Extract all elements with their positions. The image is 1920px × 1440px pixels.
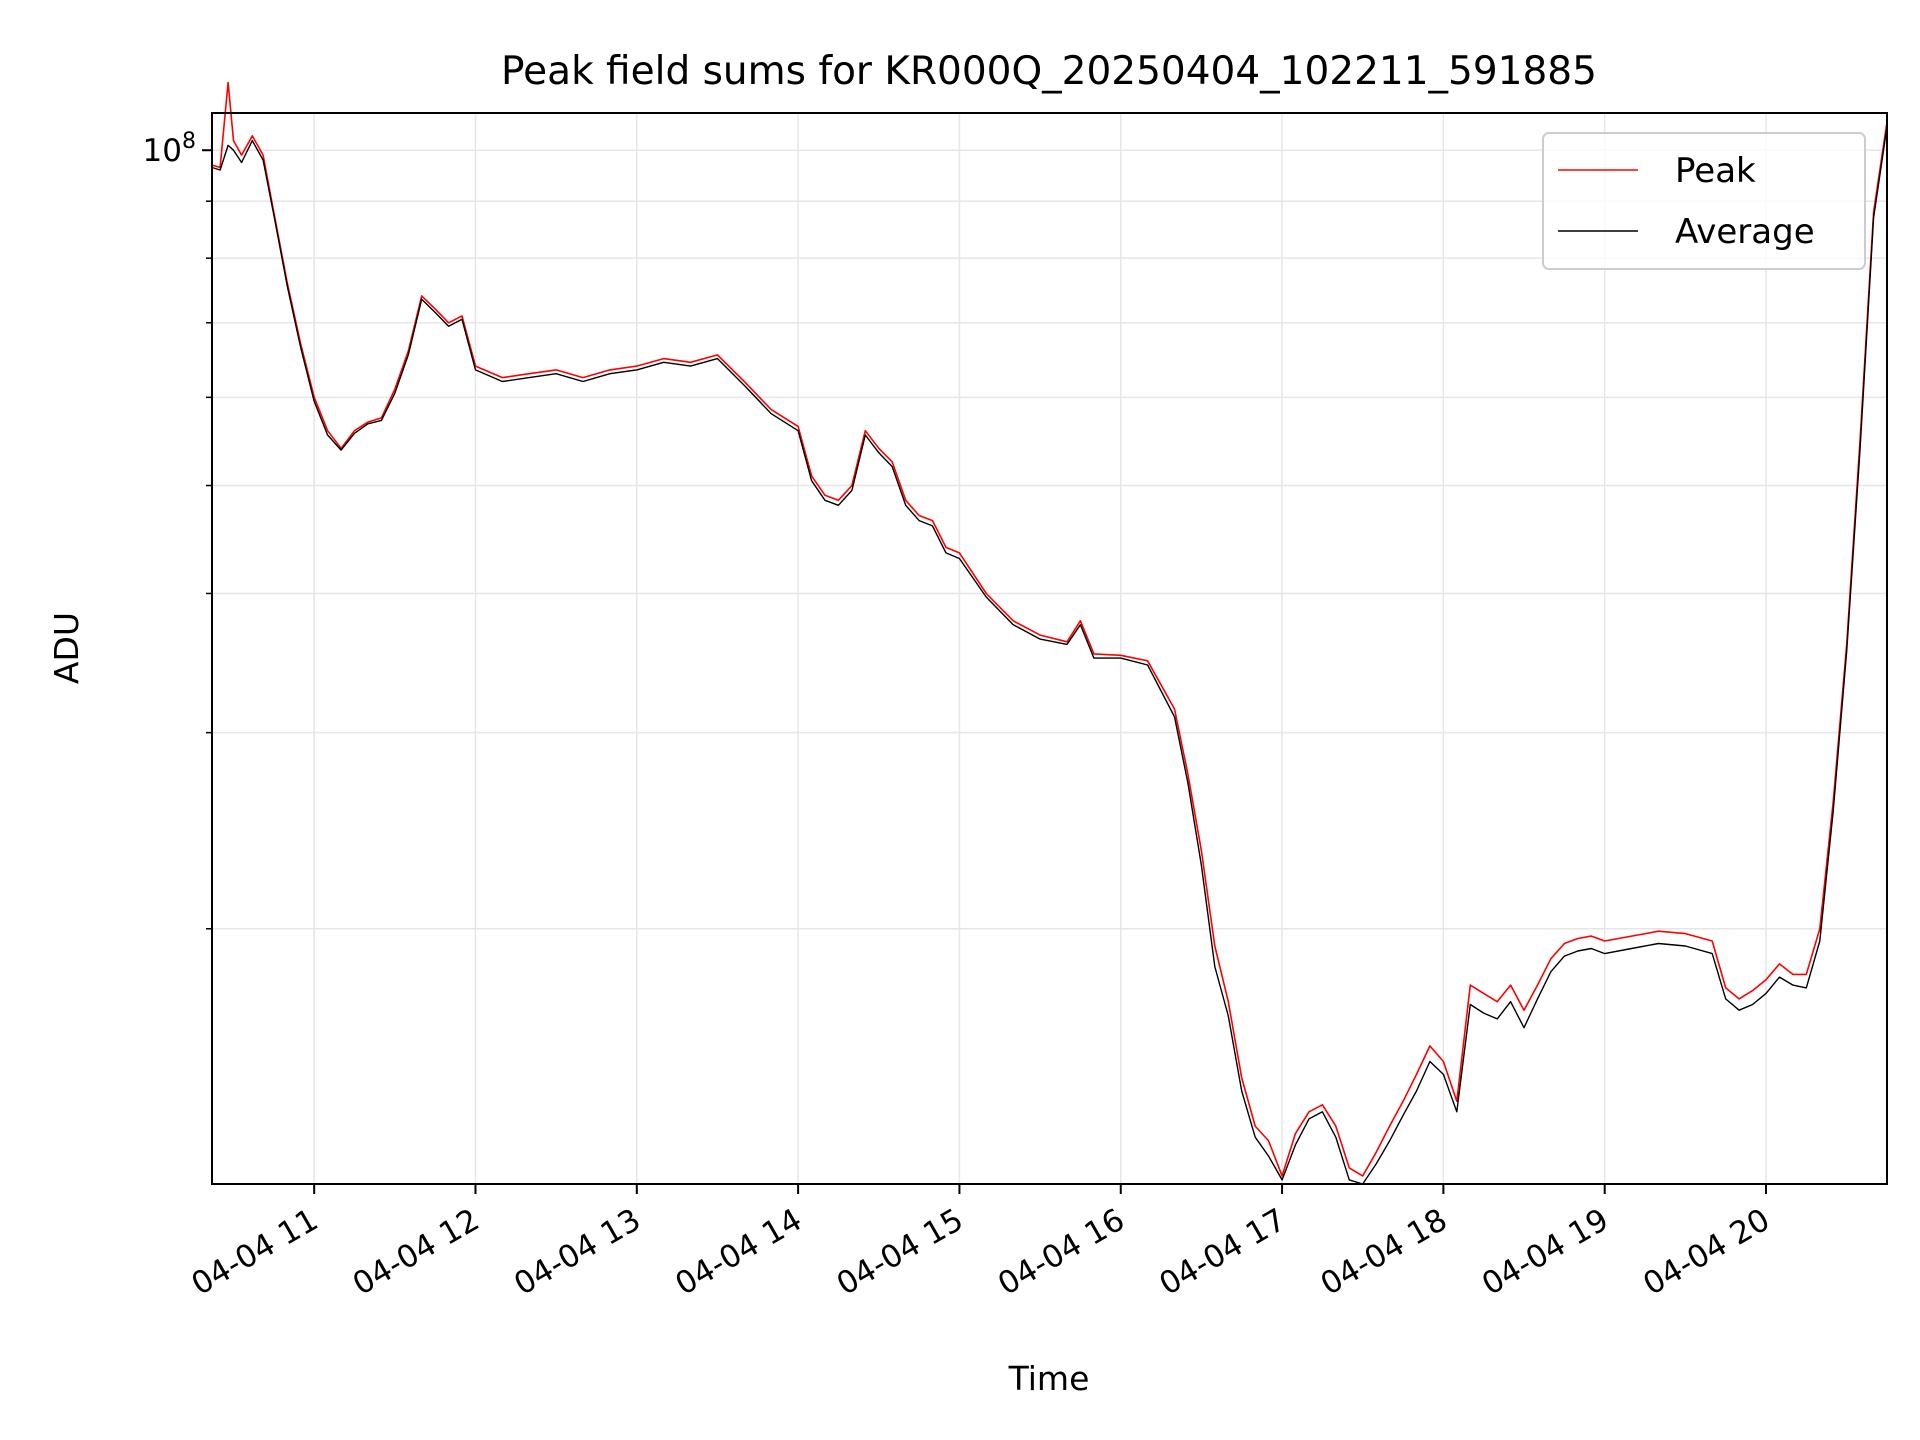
legend: Peak Average: [1542, 132, 1866, 270]
legend-label-average: Average: [1675, 212, 1815, 252]
series-line-average: [211, 126, 1888, 1185]
legend-label-peak: Peak: [1675, 151, 1756, 191]
plot-frame: [211, 112, 1888, 1185]
chart-title: Peak field sums for KR000Q_20250404_1022…: [501, 49, 1597, 94]
series-line-peak: [211, 81, 1888, 1177]
legend-box: [1542, 132, 1866, 270]
y-tick-label: 108: [143, 129, 196, 169]
x-axis-title: Time: [1008, 1359, 1090, 1398]
series-layer: [211, 81, 1888, 1185]
y-axis-title: ADU: [47, 612, 86, 684]
y-axis: 108: [143, 129, 212, 930]
